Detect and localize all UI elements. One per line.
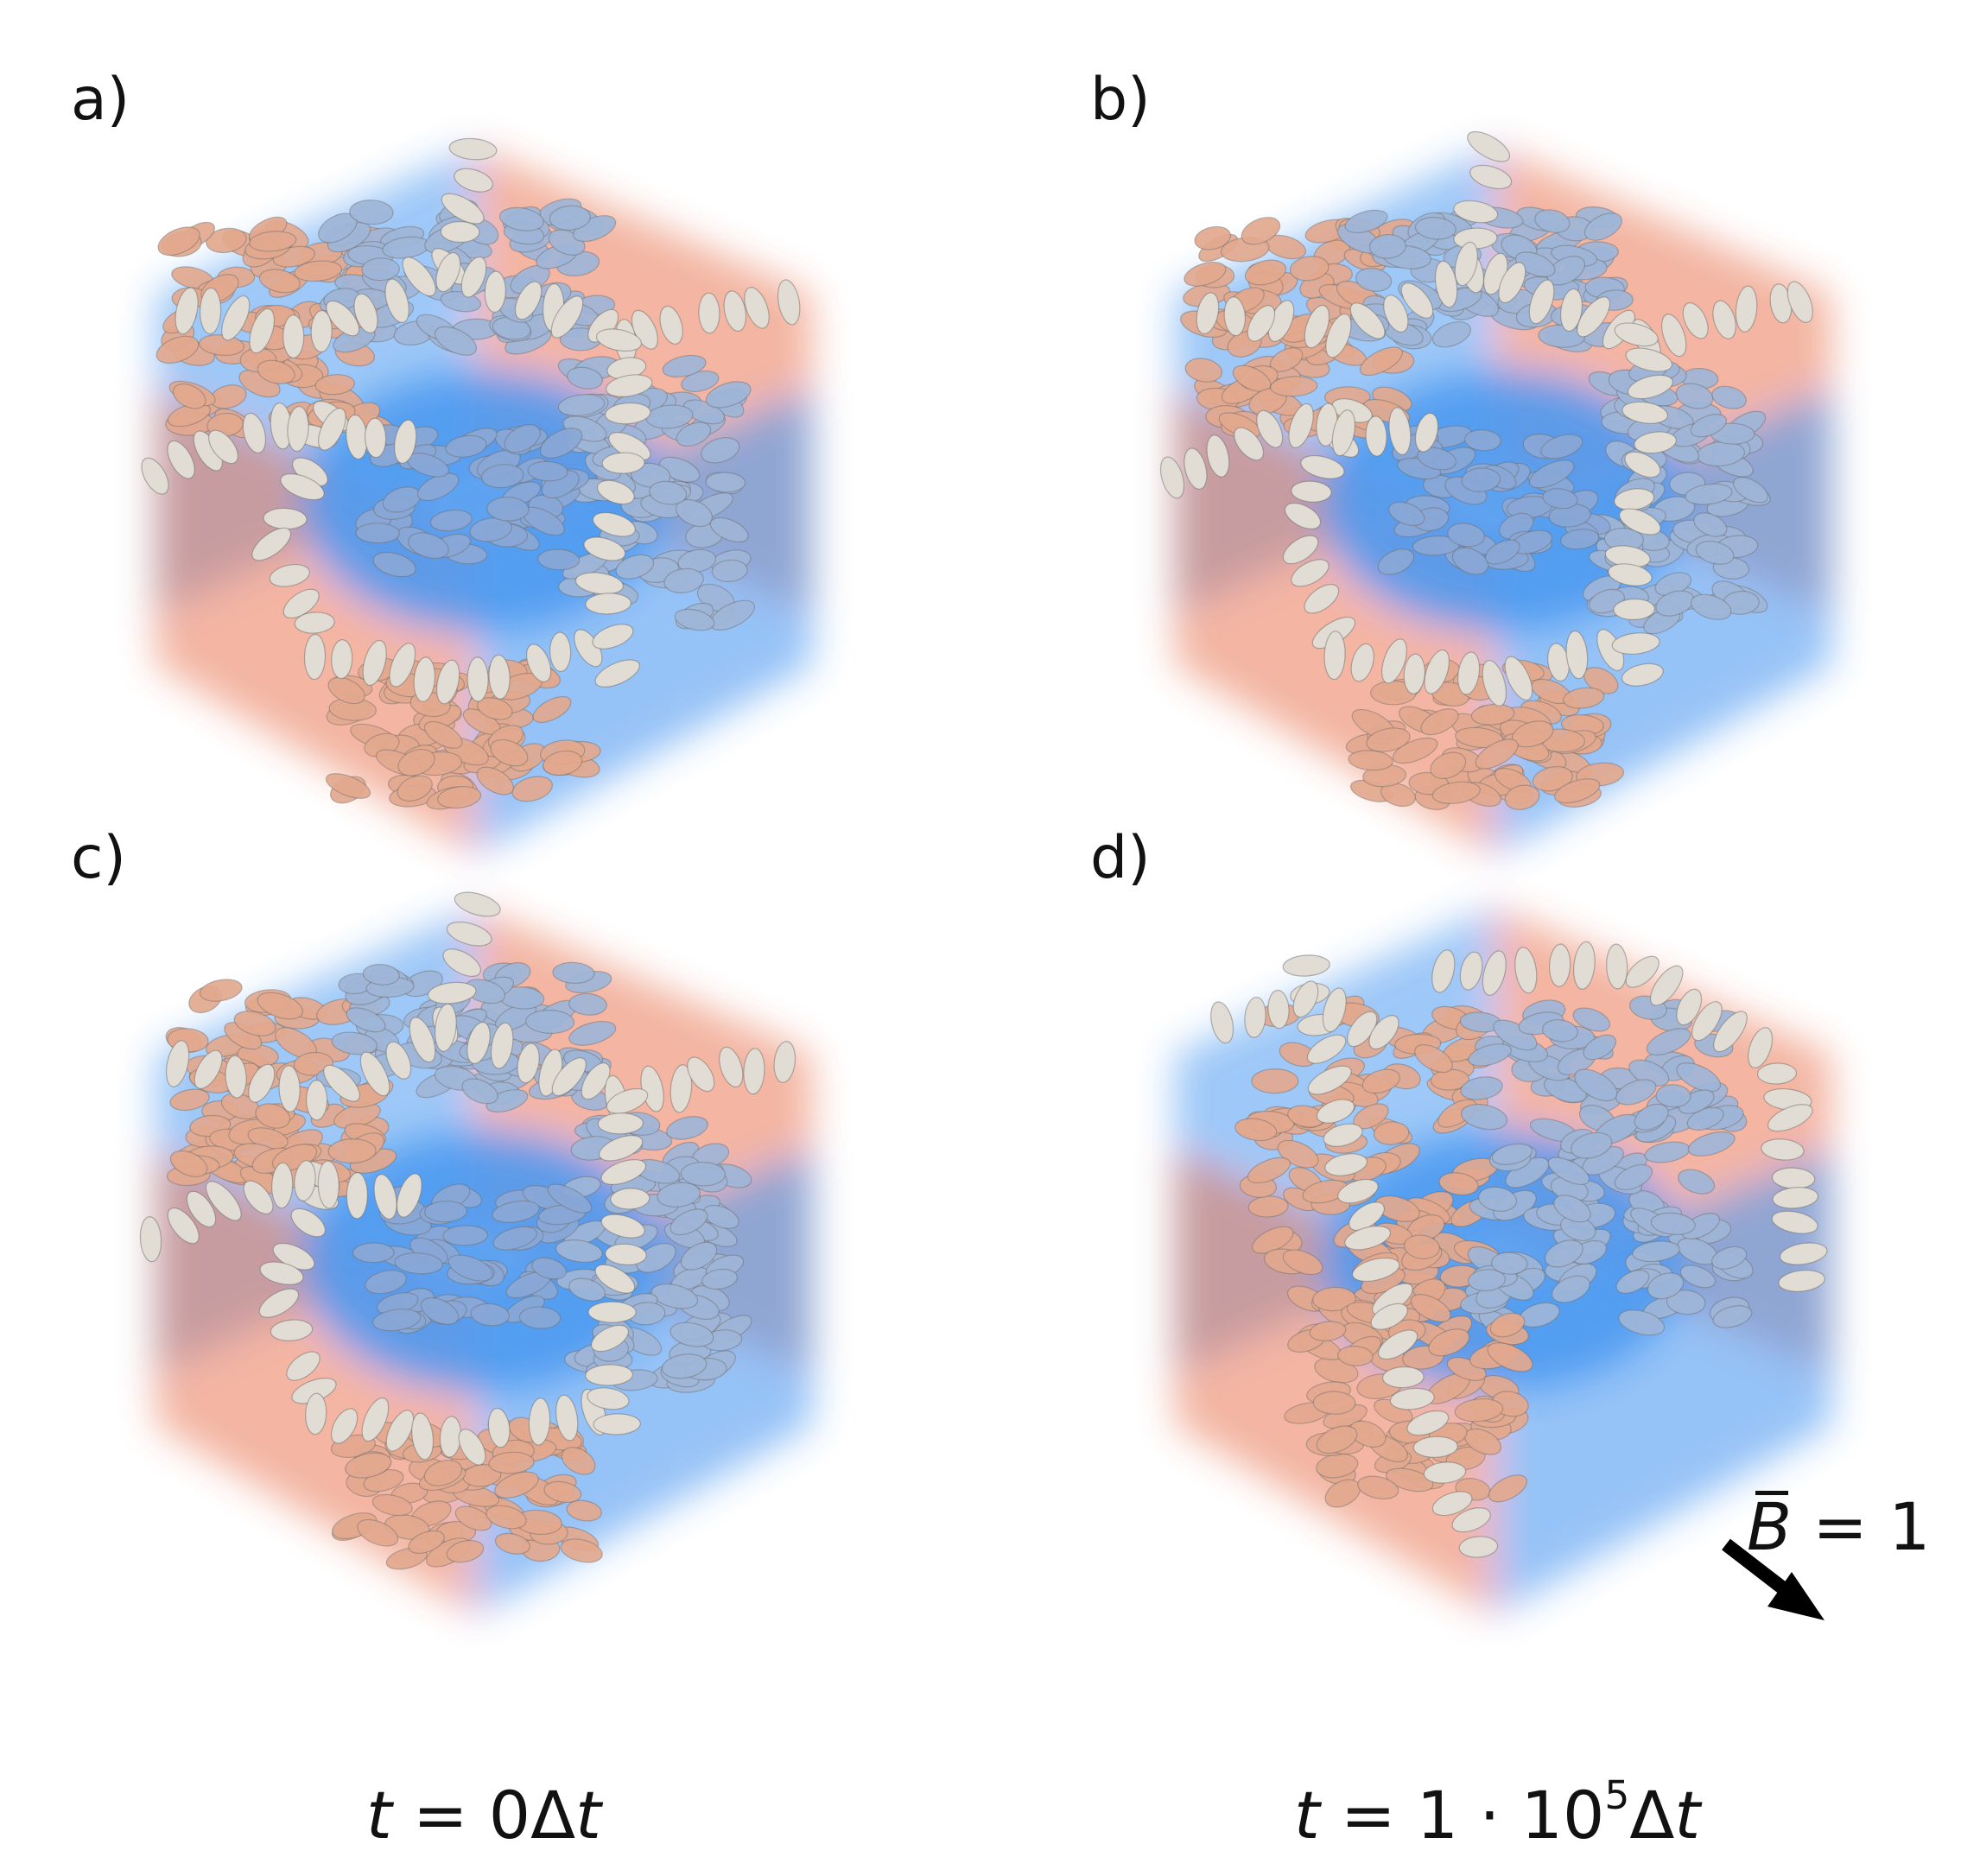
time-label-left: t = 0Δt bbox=[366, 1783, 601, 1848]
time-eq-left: = 0Δ bbox=[391, 1777, 576, 1854]
time-t-left: t bbox=[366, 1777, 392, 1854]
time-eq-right: = 1 · 10 bbox=[1319, 1777, 1605, 1854]
field-label: B = 1 bbox=[1747, 1488, 1931, 1565]
panel-label-a: a) bbox=[71, 66, 130, 134]
time-dt-right: t bbox=[1674, 1777, 1701, 1854]
field-value: = 1 bbox=[1792, 1488, 1931, 1565]
time-t-right: t bbox=[1294, 1777, 1320, 1854]
panel-d-render bbox=[1175, 907, 1831, 1615]
panel-a-render bbox=[141, 137, 812, 855]
time-delta-right: Δ bbox=[1629, 1777, 1675, 1854]
panel-label-c: c) bbox=[71, 824, 126, 892]
time-exp-right: 5 bbox=[1604, 1771, 1630, 1818]
time-dt-left: t bbox=[575, 1777, 601, 1854]
panel-label-b: b) bbox=[1090, 66, 1151, 134]
field-arrow bbox=[1722, 1538, 1825, 1620]
field-symbol: B bbox=[1747, 1488, 1793, 1565]
time-label-right: t = 1 · 105Δt bbox=[1294, 1776, 1700, 1848]
panel-c-render bbox=[139, 891, 812, 1615]
panel-b-render bbox=[1159, 130, 1831, 855]
panel-label-d: d) bbox=[1090, 824, 1151, 892]
